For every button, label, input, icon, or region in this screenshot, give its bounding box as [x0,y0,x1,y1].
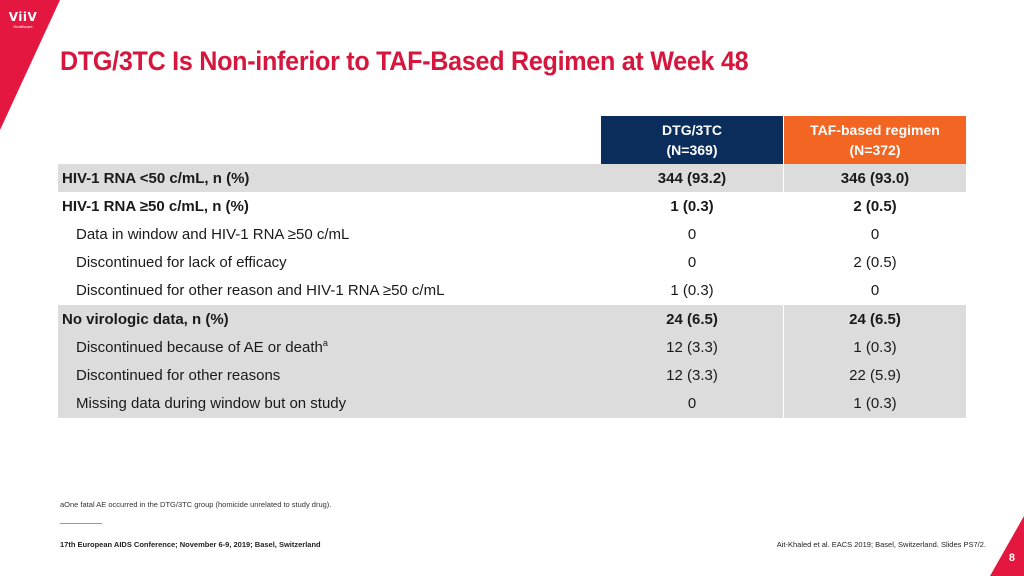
row-label: Discontinued for other reasons [76,366,281,384]
cell-taf: 346 (93.0) [840,169,910,187]
citation: Ait-Khaled et al. EACS 2019; Basel, Swit… [776,540,986,549]
cell-taf: 24 (6.5) [849,310,901,328]
footnote-marker: a [322,337,328,348]
column-header-n: (N=372) [849,142,901,158]
row-label: Discontinued because of AE or deatha [76,337,328,356]
column-header-n: (N=369) [666,142,718,158]
viiv-logo: ViiV Healthcare [8,10,38,36]
cell-dtg3tc: 344 (93.2) [657,169,727,187]
cell-taf: 0 [870,225,880,243]
table-row: No virologic data, n (%) 24 (6.5) 24 (6.… [58,304,966,334]
logo-mark: ViiV [8,10,38,24]
cell-taf: 1 (0.3) [853,395,897,413]
cell-dtg3tc: 24 (6.5) [666,310,718,328]
table-header: DTG/3TC (N=369) TAF-based regimen (N=372… [58,116,966,164]
cell-dtg3tc: 1 (0.3) [670,282,714,300]
column-header-taf: TAF-based regimen (N=372) [784,116,966,164]
page-corner-accent [990,516,1024,576]
row-label: Data in window and HIV-1 RNA ≥50 c/mL [76,225,350,243]
table-row: Discontinued for other reason and HIV-1 … [58,277,966,305]
row-label: No virologic data, n (%) [62,310,229,328]
row-label-text: Discontinued because of AE or death [76,338,323,356]
column-header-dtg3tc: DTG/3TC (N=369) [601,116,783,164]
row-label: HIV-1 RNA <50 c/mL, n (%) [62,169,250,187]
table-row: HIV-1 RNA <50 c/mL, n (%) 344 (93.2) 346… [58,164,966,193]
cell-taf: 22 (5.9) [849,366,901,384]
cell-taf: 0 [870,282,880,300]
cell-dtg3tc: 1 (0.3) [670,197,714,215]
table-row: Data in window and HIV-1 RNA ≥50 c/mL 0 … [58,220,966,248]
row-label: Missing data during window but on study [76,395,347,413]
conference-info: 17th European AIDS Conference; November … [60,540,321,549]
cell-dtg3tc: 12 (3.3) [666,366,718,384]
column-header-name: TAF-based regimen [810,122,940,138]
footnote: aOne fatal AE occurred in the DTG/3TC gr… [60,500,332,509]
table-row: Discontinued because of AE or deatha 12 … [58,333,966,362]
logo-sub: Healthcare [13,24,33,29]
cell-dtg3tc: 0 [687,225,697,243]
footnote-divider [60,523,102,524]
slide-title: DTG/3TC Is Non-inferior to TAF-Based Reg… [60,46,749,76]
cell-taf: 2 (0.5) [853,197,897,215]
cell-dtg3tc: 0 [687,254,697,272]
row-label: Discontinued for other reason and HIV-1 … [76,282,445,300]
cell-taf: 2 (0.5) [853,254,897,272]
cell-taf: 1 (0.3) [853,338,897,356]
column-header-name: DTG/3TC [662,122,722,138]
table-row: Discontinued for other reasons 12 (3.3) … [58,361,966,390]
table-row: Discontinued for lack of efficacy 0 2 (0… [58,249,966,277]
row-label: HIV-1 RNA ≥50 c/mL, n (%) [62,197,249,215]
cell-dtg3tc: 12 (3.3) [666,338,718,356]
cell-dtg3tc: 0 [687,395,697,413]
results-table: DTG/3TC (N=369) TAF-based regimen (N=372… [58,116,966,418]
table-row: HIV-1 RNA ≥50 c/mL, n (%) 1 (0.3) 2 (0.5… [58,192,966,220]
row-label: Discontinued for lack of efficacy [76,254,287,272]
page-number: 8 [1008,552,1015,564]
table-row: Missing data during window but on study … [58,389,966,418]
